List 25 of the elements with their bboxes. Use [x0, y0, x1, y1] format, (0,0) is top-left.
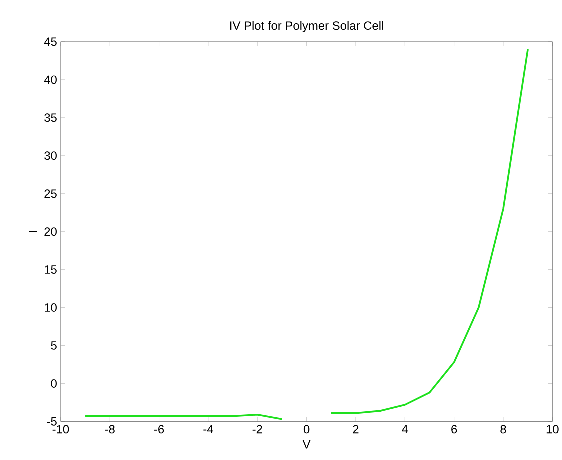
y-tick-label: 35 — [44, 114, 57, 122]
y-tick-label: 45 — [44, 38, 57, 46]
x-tick-label: 8 — [500, 425, 506, 434]
y-tick-label: 15 — [45, 266, 57, 274]
y-tick-label: 10 — [45, 304, 57, 312]
y-tick-label: 25 — [44, 190, 57, 198]
x-tick-label: -8 — [105, 425, 115, 434]
chart-title: IV Plot for Polymer Solar Cell — [230, 21, 384, 32]
y-tick-label: 20 — [44, 228, 57, 236]
x-axis-title: V — [302, 440, 311, 449]
x-tick-label: 6 — [452, 425, 458, 434]
y-axis-title: I — [29, 231, 38, 232]
y-tick-label: 5 — [51, 342, 57, 350]
x-tick-label: 0 — [304, 425, 310, 434]
y-tick-label: 0 — [51, 380, 57, 388]
x-tick-label: 4 — [402, 425, 408, 434]
x-tick-label: -6 — [154, 425, 164, 434]
x-tick-label: 10 — [546, 425, 559, 434]
x-tick-label: 2 — [353, 425, 359, 434]
x-tick-label: -4 — [204, 425, 214, 434]
y-tick-label: -5 — [47, 418, 57, 426]
x-tick-label: -10 — [52, 425, 70, 434]
y-tick-label: 40 — [44, 76, 57, 84]
x-tick-label: -2 — [252, 425, 262, 434]
y-tick-label: 30 — [44, 152, 57, 160]
